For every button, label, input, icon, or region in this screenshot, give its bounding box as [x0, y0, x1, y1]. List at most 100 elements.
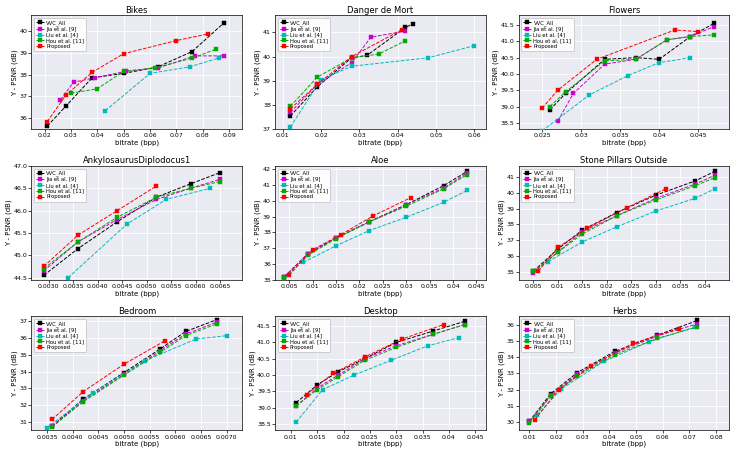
VVC_All	[440, 183, 448, 188]
VVC_All	[43, 123, 51, 129]
Hou et al. [11]	[120, 372, 129, 378]
Jia et al. [9]	[662, 37, 671, 43]
Liu et al. [4]	[89, 390, 98, 395]
VVC_All	[578, 227, 587, 233]
VVC_All	[545, 107, 554, 112]
Line: Jia et al. [9]: Jia et al. [9]	[556, 24, 716, 123]
Jia et al. [9]	[348, 60, 356, 65]
VVC_All	[187, 49, 196, 54]
Line: Hou et al. [11]: Hou et al. [11]	[69, 47, 218, 95]
Liu et al. [4]	[286, 124, 295, 130]
Proposed	[538, 106, 547, 111]
Hou et al. [11]	[365, 219, 373, 225]
Line: VVC_All: VVC_All	[548, 21, 716, 112]
Hou et al. [11]	[187, 55, 196, 61]
Jia et al. [9]	[612, 213, 621, 218]
Hou et al. [11]	[374, 52, 383, 57]
Proposed	[554, 387, 563, 392]
VVC_All	[48, 424, 57, 429]
Proposed	[662, 186, 670, 192]
Jia et al. [9]	[331, 235, 340, 241]
Title: Desktop: Desktop	[363, 307, 398, 316]
VVC_All	[651, 193, 660, 198]
Liu et al. [4]	[470, 43, 478, 48]
Legend: VVC_All, Jia et al. [9], Liu et al. [4], Hou et al. [11], Proposed: VVC_All, Jia et al. [9], Liu et al. [4],…	[521, 169, 573, 202]
Hou et al. [11]	[212, 321, 221, 327]
VVC_All	[402, 202, 411, 207]
Hou et al. [11]	[553, 250, 562, 255]
Hou et al. [11]	[710, 175, 719, 180]
Liu et al. [4]	[655, 60, 664, 65]
VVC_All	[693, 318, 702, 323]
Proposed	[40, 264, 49, 269]
Proposed	[397, 27, 406, 33]
X-axis label: bitrate (bpp): bitrate (bpp)	[602, 290, 646, 297]
VVC_All	[392, 340, 401, 345]
VVC_All	[709, 21, 718, 26]
Line: Hou et al. [11]: Hou et al. [11]	[288, 39, 407, 108]
Proposed	[622, 205, 631, 211]
Jia et al. [9]	[691, 181, 700, 187]
VVC_All	[120, 370, 129, 375]
VVC_All	[216, 170, 225, 175]
Legend: VVC_All, Jia et al. [9], Liu et al. [4], Hou et al. [11], Proposed: VVC_All, Jia et al. [9], Liu et al. [4],…	[34, 18, 87, 51]
Jia et al. [9]	[653, 333, 662, 339]
Hou et al. [11]	[40, 266, 49, 271]
Hou et al. [11]	[216, 179, 225, 184]
Liu et al. [4]	[612, 224, 621, 230]
Liu et al. [4]	[387, 358, 395, 363]
Proposed	[406, 195, 415, 200]
Jia et al. [9]	[553, 250, 562, 255]
Line: Hou et al. [11]: Hou et al. [11]	[548, 33, 716, 109]
X-axis label: bitrate (bpp): bitrate (bpp)	[115, 140, 159, 146]
X-axis label: bitrate (bpp): bitrate (bpp)	[115, 441, 159, 448]
Proposed	[440, 322, 448, 327]
Y-axis label: Y - PSNR (dB): Y - PSNR (dB)	[255, 200, 262, 246]
VVC_All	[313, 84, 322, 90]
Hou et al. [11]	[578, 231, 587, 236]
Line: Liu et al. [4]: Liu et al. [4]	[288, 43, 476, 129]
VVC_All	[219, 20, 228, 26]
Jia et al. [9]	[546, 393, 555, 398]
Proposed	[284, 272, 293, 278]
Liu et al. [4]	[146, 71, 154, 76]
Liu et al. [4]	[463, 188, 472, 193]
Proposed	[369, 213, 378, 218]
X-axis label: bitrate (bpp): bitrate (bpp)	[359, 140, 403, 146]
Jia et al. [9]	[182, 331, 190, 337]
Hou et al. [11]	[313, 387, 322, 392]
Hou et al. [11]	[331, 236, 340, 241]
Liu et al. [4]	[206, 185, 215, 191]
Hou et al. [11]	[709, 32, 718, 38]
Hou et al. [11]	[48, 424, 57, 430]
Liu et al. [4]	[424, 55, 433, 61]
Line: Hou et al. [11]: Hou et al. [11]	[527, 325, 700, 425]
VVC_All	[655, 57, 664, 62]
Proposed	[120, 361, 129, 367]
Title: Stone Pillars Outside: Stone Pillars Outside	[581, 156, 667, 165]
Liu et al. [4]	[331, 243, 340, 249]
Jia et al. [9]	[48, 424, 57, 429]
Liu et al. [4]	[123, 221, 132, 226]
Legend: VVC_All, Jia et al. [9], Liu et al. [4], Hou et al. [11], Proposed: VVC_All, Jia et al. [9], Liu et al. [4],…	[34, 319, 87, 352]
VVC_All	[331, 235, 340, 241]
Proposed	[534, 269, 542, 274]
Proposed	[74, 232, 82, 238]
Jia et al. [9]	[313, 82, 322, 87]
Jia et al. [9]	[280, 274, 289, 280]
Line: Proposed: Proposed	[540, 28, 700, 110]
Line: Proposed: Proposed	[287, 195, 413, 277]
Jia et al. [9]	[600, 62, 609, 67]
Liu et al. [4]	[64, 275, 73, 280]
Proposed	[592, 57, 601, 62]
VVC_All	[463, 169, 472, 174]
VVC_All	[280, 274, 289, 280]
Jia et al. [9]	[631, 57, 640, 62]
Line: Liu et al. [4]: Liu et al. [4]	[294, 336, 462, 424]
Hou et al. [11]	[561, 89, 570, 95]
Line: Jia et al. [9]: Jia et al. [9]	[527, 322, 700, 424]
Line: Proposed: Proposed	[50, 339, 167, 422]
Hou et al. [11]	[610, 352, 619, 357]
Line: VVC_All: VVC_All	[294, 319, 467, 405]
Jia et al. [9]	[212, 319, 221, 325]
